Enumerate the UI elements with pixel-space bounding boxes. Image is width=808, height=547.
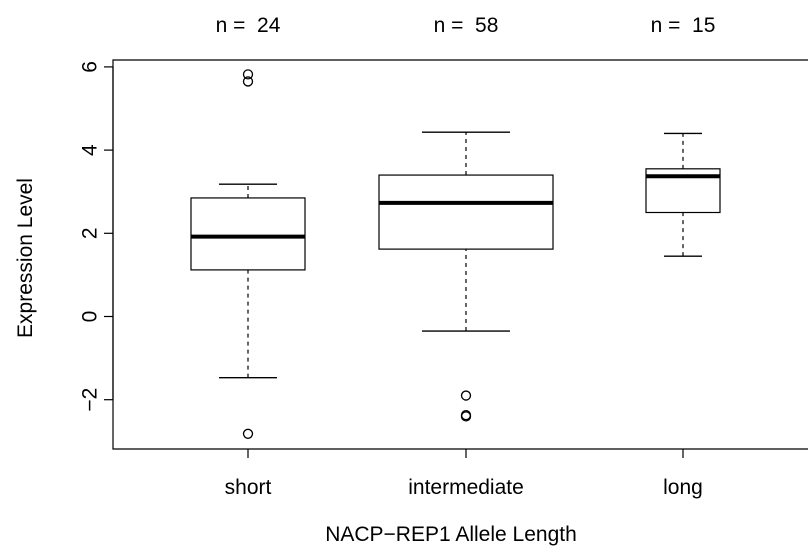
count-label: n = 58	[434, 14, 499, 37]
box-iqr	[190, 197, 306, 271]
plot-frame	[112, 59, 808, 450]
count-label: n = 15	[651, 14, 716, 37]
box-short	[190, 69, 306, 439]
box-long	[645, 132, 721, 257]
box-iqr	[645, 168, 721, 214]
y-tick-label: 0	[78, 311, 101, 323]
y-axis-label: Expression Level	[14, 178, 37, 338]
y-tick-label: 4	[78, 144, 101, 156]
outlier-point	[242, 69, 254, 80]
outlier-point	[460, 390, 472, 401]
y-tick-label: −2	[78, 388, 101, 412]
box-intermediate	[378, 131, 554, 422]
y-tick-label: 2	[78, 227, 101, 239]
x-tick-label: long	[663, 476, 703, 499]
y-tick-label: 6	[78, 61, 101, 73]
y-axis: −2 0 2 4 6	[78, 61, 114, 412]
outlier-point	[242, 76, 254, 87]
outlier-point	[460, 411, 472, 422]
x-tick-label: short	[225, 476, 272, 499]
group-counts: n = 24 n = 58 n = 15	[216, 14, 716, 37]
x-axis: short intermediate long	[225, 449, 703, 499]
x-axis-label: NACP−REP1 Allele Length	[325, 523, 577, 546]
x-tick-label: intermediate	[408, 476, 524, 499]
count-label: n = 24	[216, 14, 281, 37]
box-iqr	[378, 174, 554, 250]
boxes	[190, 69, 721, 439]
outlier-point	[242, 428, 254, 439]
